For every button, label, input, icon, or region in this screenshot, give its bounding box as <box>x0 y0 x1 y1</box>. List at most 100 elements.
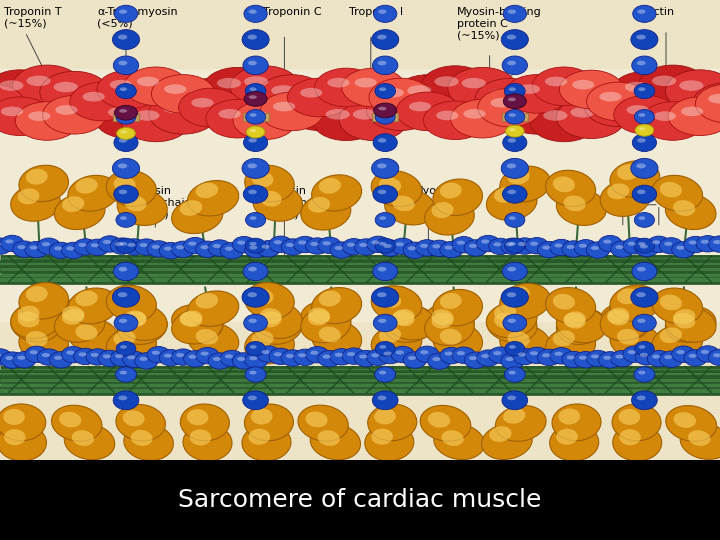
Ellipse shape <box>15 102 79 140</box>
Ellipse shape <box>420 350 428 354</box>
Text: Myosin-binding
protein C
(~15%): Myosin-binding protein C (~15%) <box>457 7 542 40</box>
Ellipse shape <box>118 396 127 400</box>
Ellipse shape <box>0 80 24 91</box>
Ellipse shape <box>366 89 436 131</box>
Ellipse shape <box>188 355 197 359</box>
Ellipse shape <box>508 332 530 347</box>
Ellipse shape <box>159 349 182 366</box>
Ellipse shape <box>147 241 171 257</box>
Ellipse shape <box>64 424 114 460</box>
Ellipse shape <box>509 242 516 246</box>
Ellipse shape <box>180 310 202 326</box>
Ellipse shape <box>396 350 404 354</box>
Ellipse shape <box>294 237 317 253</box>
Ellipse shape <box>237 357 246 361</box>
Ellipse shape <box>637 319 646 323</box>
Ellipse shape <box>13 65 82 107</box>
Ellipse shape <box>469 244 477 248</box>
Ellipse shape <box>647 350 670 367</box>
Ellipse shape <box>392 309 415 325</box>
Ellipse shape <box>415 240 438 256</box>
Ellipse shape <box>187 322 239 358</box>
Ellipse shape <box>184 350 207 367</box>
Ellipse shape <box>5 239 14 244</box>
Ellipse shape <box>76 325 98 340</box>
Ellipse shape <box>305 347 329 363</box>
Ellipse shape <box>354 78 377 87</box>
Ellipse shape <box>325 109 350 119</box>
Ellipse shape <box>339 99 408 140</box>
Ellipse shape <box>505 125 524 137</box>
Ellipse shape <box>42 242 50 246</box>
Ellipse shape <box>171 349 194 366</box>
Ellipse shape <box>444 246 453 249</box>
Ellipse shape <box>481 239 490 244</box>
Text: Actin: Actin <box>647 7 675 17</box>
Ellipse shape <box>83 92 105 102</box>
Ellipse shape <box>564 195 585 211</box>
Ellipse shape <box>286 243 294 247</box>
Ellipse shape <box>68 288 118 324</box>
Ellipse shape <box>203 68 272 110</box>
Ellipse shape <box>135 110 159 121</box>
Ellipse shape <box>384 189 435 225</box>
Ellipse shape <box>187 180 239 216</box>
Ellipse shape <box>119 109 127 113</box>
Ellipse shape <box>638 87 645 91</box>
Ellipse shape <box>243 185 268 203</box>
Ellipse shape <box>632 134 657 152</box>
Ellipse shape <box>110 350 134 366</box>
Ellipse shape <box>148 92 217 134</box>
Ellipse shape <box>503 314 526 332</box>
Ellipse shape <box>428 412 450 428</box>
Ellipse shape <box>301 194 351 230</box>
Ellipse shape <box>684 350 707 366</box>
Ellipse shape <box>120 131 127 133</box>
Ellipse shape <box>680 423 720 460</box>
Ellipse shape <box>120 216 127 220</box>
Ellipse shape <box>125 195 146 211</box>
Ellipse shape <box>372 353 379 357</box>
Ellipse shape <box>212 244 221 248</box>
Ellipse shape <box>420 244 428 248</box>
Ellipse shape <box>660 327 682 343</box>
Ellipse shape <box>616 355 624 359</box>
Ellipse shape <box>250 345 256 349</box>
Ellipse shape <box>633 314 656 332</box>
Ellipse shape <box>112 30 140 50</box>
Ellipse shape <box>1 235 24 252</box>
Ellipse shape <box>282 350 305 366</box>
Ellipse shape <box>382 88 404 98</box>
Ellipse shape <box>176 78 245 120</box>
Ellipse shape <box>243 134 268 152</box>
Ellipse shape <box>619 429 641 445</box>
Ellipse shape <box>76 291 98 306</box>
Bar <box>502 113 528 121</box>
Ellipse shape <box>55 194 105 230</box>
Ellipse shape <box>379 240 402 256</box>
Ellipse shape <box>378 138 387 143</box>
Ellipse shape <box>508 370 516 375</box>
Ellipse shape <box>637 190 646 194</box>
Ellipse shape <box>634 367 655 382</box>
Ellipse shape <box>546 287 595 324</box>
Ellipse shape <box>140 357 148 361</box>
Ellipse shape <box>489 347 512 363</box>
Ellipse shape <box>68 176 118 211</box>
Ellipse shape <box>372 240 379 244</box>
Ellipse shape <box>673 200 696 216</box>
Ellipse shape <box>5 356 14 360</box>
Ellipse shape <box>118 164 127 168</box>
Ellipse shape <box>432 357 441 361</box>
Ellipse shape <box>315 68 378 107</box>
Ellipse shape <box>11 185 60 221</box>
Ellipse shape <box>319 327 341 342</box>
Ellipse shape <box>246 110 266 124</box>
Ellipse shape <box>372 56 398 75</box>
Ellipse shape <box>507 35 516 39</box>
Ellipse shape <box>243 391 269 410</box>
Ellipse shape <box>612 404 661 441</box>
Ellipse shape <box>123 410 145 426</box>
Ellipse shape <box>393 75 462 117</box>
Ellipse shape <box>477 350 500 366</box>
